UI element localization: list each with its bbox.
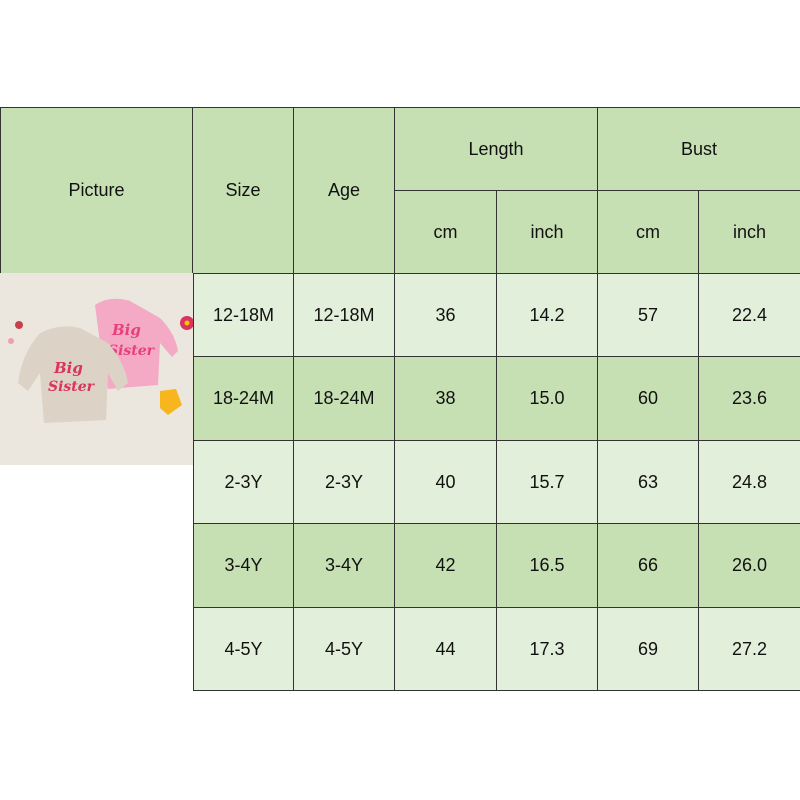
cell-bust-inch: 26.0 [699, 524, 800, 608]
header-bust-inch: inch [699, 191, 800, 274]
header-length-cm: cm [395, 191, 497, 274]
cell-size: 12-18M [193, 274, 294, 357]
cell-length-inch: 14.2 [497, 274, 598, 357]
header-length-inch: inch [497, 191, 598, 274]
header-bust: Bust [598, 107, 800, 191]
cell-bust-inch: 22.4 [699, 274, 800, 357]
cell-bust-inch: 24.8 [699, 441, 800, 524]
cell-length-inch: 16.5 [497, 524, 598, 608]
header-bust-cm: cm [598, 191, 699, 274]
cell-length-cm: 36 [395, 274, 497, 357]
cell-age: 18-24M [294, 357, 395, 441]
cell-length-cm: 42 [395, 524, 497, 608]
header-length: Length [395, 107, 598, 191]
header-picture: Picture [0, 107, 193, 274]
svg-text:Big: Big [53, 359, 83, 377]
svg-text:Big: Big [111, 321, 141, 339]
cell-bust-cm: 69 [598, 608, 699, 691]
cell-bust-cm: 66 [598, 524, 699, 608]
cell-bust-cm: 60 [598, 357, 699, 441]
cell-length-inch: 15.7 [497, 441, 598, 524]
cell-length-inch: 15.0 [497, 357, 598, 441]
cell-age: 3-4Y [294, 524, 395, 608]
sweatshirt-photo-icon: Big Sister Big Sister [0, 273, 194, 465]
cell-age: 12-18M [294, 274, 395, 357]
cell-length-cm: 40 [395, 441, 497, 524]
cell-size: 4-5Y [193, 608, 294, 691]
cell-length-cm: 44 [395, 608, 497, 691]
cell-age: 2-3Y [294, 441, 395, 524]
cell-bust-inch: 23.6 [699, 357, 800, 441]
svg-text:Sister: Sister [48, 379, 96, 395]
cell-length-cm: 38 [395, 357, 497, 441]
svg-text:Sister: Sister [108, 343, 156, 359]
cell-size: 2-3Y [193, 441, 294, 524]
product-photo: Big Sister Big Sister [0, 273, 194, 465]
header-size: Size [193, 107, 294, 274]
cell-size: 3-4Y [193, 524, 294, 608]
header-age: Age [294, 107, 395, 274]
cell-length-inch: 17.3 [497, 608, 598, 691]
cell-bust-cm: 57 [598, 274, 699, 357]
cell-bust-inch: 27.2 [699, 608, 800, 691]
cell-bust-cm: 63 [598, 441, 699, 524]
cell-age: 4-5Y [294, 608, 395, 691]
cell-size: 18-24M [193, 357, 294, 441]
